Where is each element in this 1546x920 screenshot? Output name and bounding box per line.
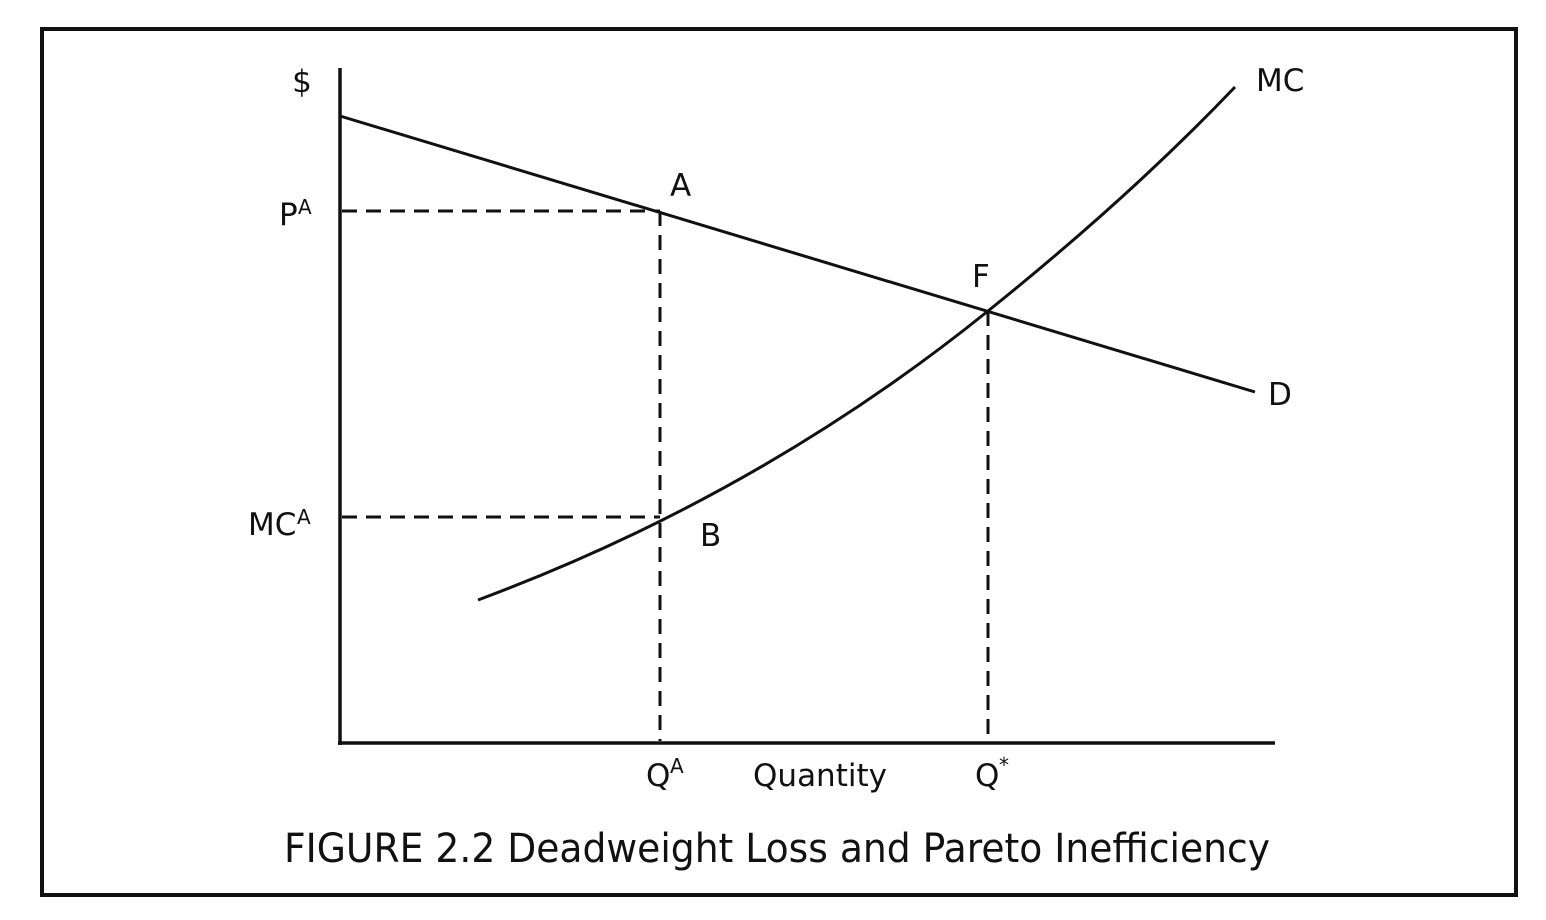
pa-tick-label: P A [279,195,312,233]
svg-text:MC: MC [248,507,296,543]
demand-curve-label: D [1268,377,1292,413]
figure-frame [40,27,1518,897]
mc-curve-label: MC [1256,63,1304,99]
svg-text:A: A [670,754,684,778]
qa-tick-label: Q A [646,754,684,794]
point-a-label: A [670,168,691,204]
svg-text:P: P [279,197,298,233]
svg-text:Q: Q [646,758,670,794]
svg-text:*: * [999,753,1009,777]
demand-curve [339,114,1256,394]
point-f-label: F [972,259,990,295]
figure-caption: FIGURE 2.2 Deadweight Loss and Pareto In… [284,826,1270,872]
svg-text:A: A [298,195,312,219]
marginal-cost-curve [477,85,1237,602]
mca-tick-label: MC A [248,505,311,543]
svg-text:Q: Q [975,758,999,794]
svg-text:A: A [297,505,311,529]
y-axis-label: $ [292,64,312,100]
x-axis-label: Quantity [753,758,887,794]
qstar-tick-label: Q * [975,753,1009,794]
point-b-label: B [700,518,721,554]
